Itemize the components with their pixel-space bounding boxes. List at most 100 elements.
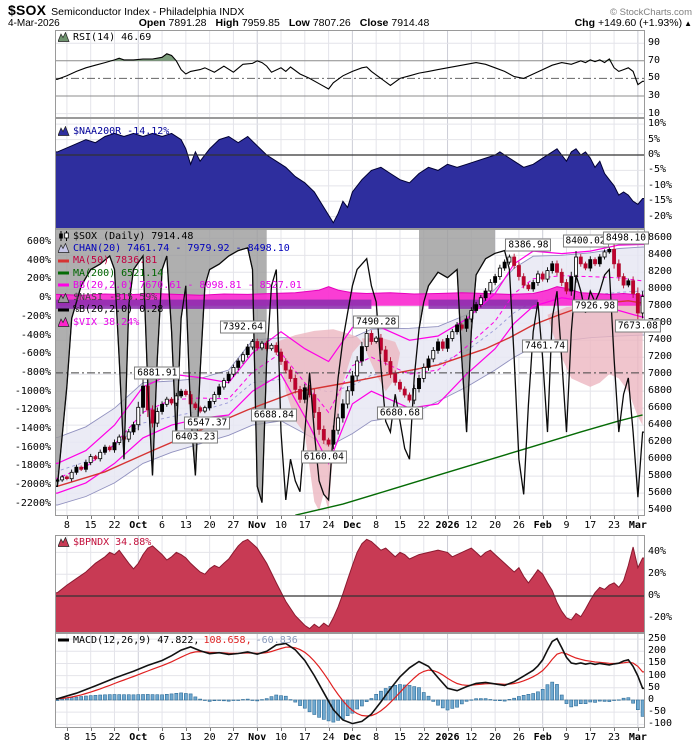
open-value: 7891.28 bbox=[168, 17, 207, 29]
y-tick-label: 10% bbox=[648, 118, 667, 130]
y-tick-label: 50 bbox=[648, 72, 661, 84]
y-tick-label: 5% bbox=[648, 133, 661, 145]
macd-legend: MACD(12,26,9) 47.822, 108.658, -60.836 bbox=[58, 634, 298, 646]
y-tick-label: 50 bbox=[648, 681, 661, 693]
x-tick-mark bbox=[542, 728, 544, 731]
x-tick-label: 8 bbox=[373, 732, 380, 743]
x-tick-label: 22 bbox=[108, 520, 121, 531]
price-annotation: 6680.68 bbox=[376, 406, 423, 420]
x-tick-mark bbox=[162, 728, 164, 731]
x-tick-mark bbox=[66, 516, 68, 519]
low-label: Low bbox=[288, 17, 310, 29]
y-tick-label: 0% bbox=[648, 149, 661, 160]
price-annotation: 7926.98 bbox=[572, 299, 619, 313]
x-tick-label: 20 bbox=[489, 732, 502, 743]
area-icon bbox=[57, 243, 70, 254]
macd-panel: 250 200 150 100 50 0 -50 -100 MACD(12,26,9) 47.… bbox=[0, 633, 700, 729]
price-annotation: 6881.91 bbox=[134, 366, 181, 380]
x-tick-mark bbox=[399, 728, 401, 731]
y-tick-label: -20% bbox=[648, 611, 673, 623]
y-tick-label: 70 bbox=[648, 54, 661, 66]
y-tick-label: -50 bbox=[648, 706, 667, 718]
price-annotation: 7461.74 bbox=[522, 339, 569, 353]
y-tick-label: 8400 bbox=[648, 249, 673, 261]
x-tick-label: 8 bbox=[373, 520, 380, 531]
x-tick-label: 6 bbox=[159, 732, 166, 743]
x-tick-label: Mar bbox=[628, 520, 647, 531]
chg-value: +149.60 (+1.93%) bbox=[598, 17, 683, 29]
chg-label: Chg bbox=[574, 17, 596, 29]
y-tick-label: 7000 bbox=[648, 368, 673, 380]
y-tick-label: 7800 bbox=[648, 300, 673, 312]
stockcharts-credit-link[interactable]: © StockCharts.com bbox=[610, 7, 692, 18]
x-tick-mark bbox=[352, 516, 354, 519]
y-tick-label: 250 bbox=[648, 633, 667, 645]
x-tick-label: 27 bbox=[227, 520, 240, 531]
x-tick-mark bbox=[209, 728, 211, 731]
macd-chart bbox=[55, 633, 645, 728]
x-tick-label: 24 bbox=[322, 732, 335, 743]
y-tick-label: 0% bbox=[38, 292, 51, 304]
x-tick-label: 23 bbox=[608, 520, 621, 531]
x-tick-label: Mar bbox=[628, 732, 647, 743]
x-tick-mark bbox=[447, 728, 449, 731]
x-tick-label: Feb bbox=[533, 732, 552, 743]
bpndx-area-icon bbox=[57, 536, 70, 547]
x-tick-mark bbox=[471, 516, 473, 519]
sox-legend-label: CHAN(20) 7461.74 - 7979.92 - 8498.10 bbox=[73, 242, 290, 254]
x-tick-label: 17 bbox=[584, 732, 597, 743]
x-tick-label: 22 bbox=[417, 520, 430, 531]
x-tick-mark bbox=[376, 516, 378, 519]
x-tick-label: Dec bbox=[343, 732, 362, 743]
y-tick-label: 6200 bbox=[648, 436, 673, 448]
y-tick-label: -15% bbox=[648, 195, 673, 207]
x-tick-mark bbox=[471, 728, 473, 731]
x-tick-mark bbox=[185, 728, 187, 731]
x-tick-mark bbox=[233, 728, 235, 731]
y-tick-label: -5% bbox=[648, 164, 667, 176]
x-tick-label: 13 bbox=[179, 520, 192, 531]
x-tick-mark bbox=[233, 516, 235, 519]
x-tick-mark bbox=[566, 728, 568, 731]
bpndx-panel: 40% 20% 0% -20% $BPNDX 34.88% bbox=[0, 535, 700, 633]
y-tick-label: -600% bbox=[20, 348, 51, 360]
y-tick-label: -2200% bbox=[14, 497, 51, 509]
x-tick-label: 23 bbox=[608, 732, 621, 743]
bpndx-legend: $BPNDX 34.88% bbox=[57, 536, 151, 548]
symbol: $SOX bbox=[8, 2, 47, 18]
x-tick-label: 15 bbox=[393, 732, 406, 743]
y-tick-label: 20% bbox=[648, 568, 667, 580]
x-tick-label: Oct bbox=[129, 732, 148, 743]
candles-icon bbox=[58, 231, 70, 242]
chg-up-arrow-icon: ▲ bbox=[684, 19, 692, 28]
price-annotation: 8498.10 bbox=[602, 231, 649, 245]
x-tick-mark bbox=[257, 516, 259, 519]
y-tick-label: -1000% bbox=[14, 385, 51, 397]
y-tick-label: 7400 bbox=[648, 334, 673, 346]
x-axis-labels-bottom: 8 15 22 Oct 6 13 20 27 Nov 10 17 24 Dec 8 15 22 2026 12 20… bbox=[0, 728, 700, 748]
x-tick-mark bbox=[518, 516, 520, 519]
area-icon bbox=[57, 316, 70, 328]
y-tick-label: 6000 bbox=[648, 453, 673, 465]
x-tick-label: 6 bbox=[159, 520, 166, 531]
y-tick-label: -2000% bbox=[14, 479, 51, 491]
x-tick-label: 9 bbox=[563, 732, 570, 743]
y-tick-label: 8200 bbox=[648, 266, 673, 278]
x-tick-label: Dec bbox=[343, 520, 362, 531]
sox-legend-row-3: MA(200) 6521.14 bbox=[58, 267, 302, 279]
y-tick-label: 150 bbox=[648, 657, 667, 669]
y-tick-label: -1400% bbox=[14, 423, 51, 434]
sox-legend-label: MA(50) 7836.81 bbox=[73, 255, 158, 267]
x-tick-label: Nov bbox=[248, 732, 267, 743]
price-annotation: 6160.04 bbox=[300, 450, 347, 464]
y-tick-label: -10% bbox=[648, 179, 673, 191]
x-tick-mark bbox=[162, 516, 164, 519]
naa200r-chart bbox=[55, 118, 645, 229]
rsi-area-icon bbox=[57, 31, 70, 42]
y-tick-label: 40% bbox=[648, 546, 667, 558]
x-tick-label: 9 bbox=[563, 520, 570, 531]
chart-date: 4-Mar-2026 bbox=[8, 18, 60, 29]
rsi-chart bbox=[55, 30, 645, 118]
sox-legend-label: %B(20,2.0) 0.28 bbox=[73, 304, 164, 316]
price-annotation: 6688.84 bbox=[250, 408, 297, 422]
